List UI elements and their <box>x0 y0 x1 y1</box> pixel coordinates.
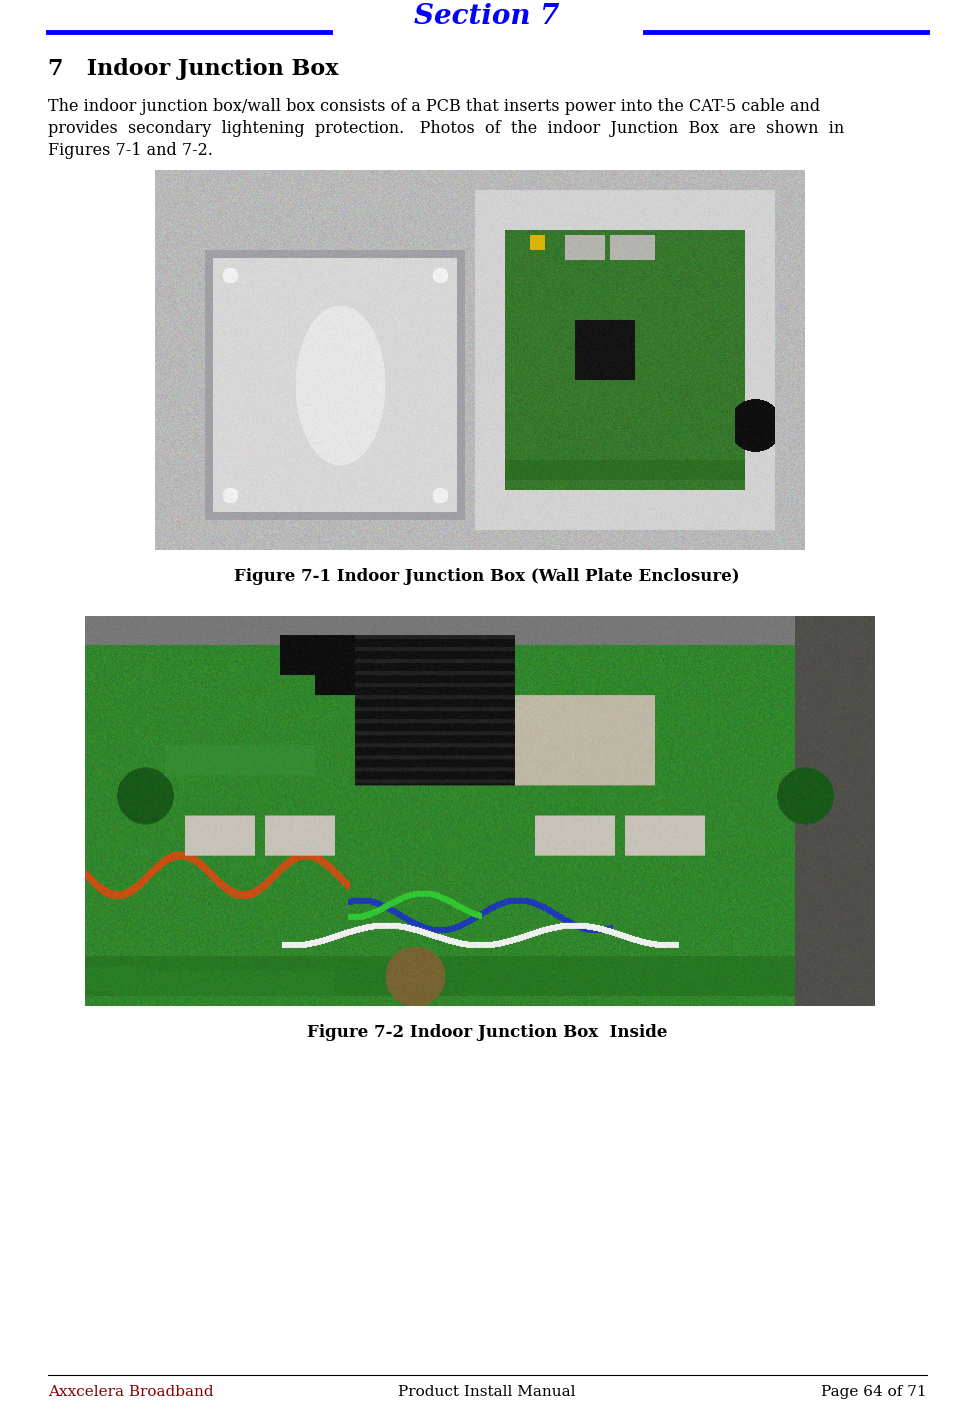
Text: provides  secondary  lightening  protection.   Photos  of  the  indoor  Junction: provides secondary lightening protection… <box>48 120 844 137</box>
Text: Figures 7-1 and 7-2.: Figures 7-1 and 7-2. <box>48 142 213 158</box>
Text: Product Install Manual: Product Install Manual <box>398 1385 576 1399</box>
Text: Section 7: Section 7 <box>414 3 560 30</box>
Text: Page 64 of 71: Page 64 of 71 <box>821 1385 927 1399</box>
Text: The indoor junction box/wall box consists of a PCB that inserts power into the C: The indoor junction box/wall box consist… <box>48 98 820 115</box>
Text: Axxcelera Broadband: Axxcelera Broadband <box>48 1385 214 1399</box>
Text: Figure 7-1 Indoor Junction Box (Wall Plate Enclosure): Figure 7-1 Indoor Junction Box (Wall Pla… <box>234 567 740 584</box>
Text: 7   Indoor Junction Box: 7 Indoor Junction Box <box>48 58 338 81</box>
Text: Figure 7-2 Indoor Junction Box  Inside: Figure 7-2 Indoor Junction Box Inside <box>307 1024 667 1041</box>
